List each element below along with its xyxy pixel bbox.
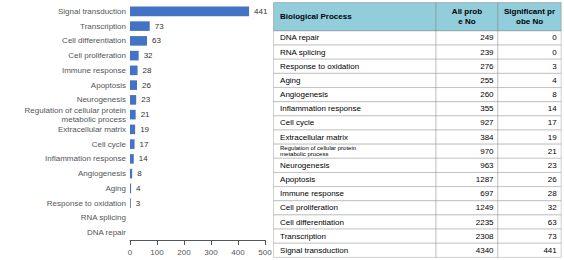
svg-text:73: 73: [155, 22, 164, 31]
svg-text:Transcription: Transcription: [280, 232, 326, 241]
svg-text:17: 17: [140, 140, 149, 149]
svg-text:Immune response: Immune response: [62, 66, 127, 75]
svg-text:4: 4: [552, 76, 557, 85]
svg-text:441: 441: [254, 7, 268, 16]
svg-text:100: 100: [150, 248, 164, 257]
svg-text:metabolic process: metabolic process: [280, 151, 328, 157]
svg-text:Regulation of cellular protein: Regulation of cellular protein: [280, 145, 356, 151]
svg-text:Inflammation response: Inflammation response: [280, 104, 361, 113]
svg-text:1287: 1287: [476, 175, 494, 184]
svg-text:0: 0: [128, 248, 133, 257]
svg-text:970: 970: [480, 147, 494, 156]
svg-text:obe No: obe No: [516, 17, 543, 26]
svg-text:Signal transduction: Signal transduction: [58, 7, 126, 16]
svg-text:DNA repair: DNA repair: [87, 228, 126, 237]
svg-text:3: 3: [136, 199, 141, 208]
svg-text:200: 200: [177, 248, 191, 257]
svg-text:21: 21: [141, 110, 150, 119]
svg-text:Cell differentiation: Cell differentiation: [62, 36, 126, 45]
svg-text:2308: 2308: [476, 232, 494, 241]
svg-text:Inflammation response: Inflammation response: [45, 154, 126, 163]
svg-text:Regulation of cellular protein: Regulation of cellular protein: [25, 106, 126, 115]
svg-text:Neurogenesis: Neurogenesis: [77, 95, 126, 104]
svg-text:0: 0: [552, 48, 557, 57]
svg-text:Response to oxidation: Response to oxidation: [280, 62, 359, 71]
svg-text:697: 697: [480, 189, 494, 198]
svg-text:Cell cycle: Cell cycle: [280, 118, 315, 127]
svg-text:1249: 1249: [476, 203, 494, 212]
svg-text:260: 260: [480, 90, 494, 99]
svg-text:Aging: Aging: [106, 184, 126, 193]
svg-text:e No: e No: [458, 17, 475, 26]
svg-text:26: 26: [548, 175, 557, 184]
svg-text:14: 14: [548, 104, 557, 113]
svg-text:Significant pr: Significant pr: [504, 7, 555, 16]
svg-text:276: 276: [480, 62, 494, 71]
svg-text:Cell cycle: Cell cycle: [92, 140, 127, 149]
svg-text:63: 63: [548, 218, 557, 227]
svg-text:3: 3: [552, 62, 557, 71]
svg-text:metabolic process: metabolic process: [62, 115, 126, 124]
svg-text:Signal transduction: Signal transduction: [280, 246, 348, 255]
svg-text:Angiogenesis: Angiogenesis: [280, 90, 328, 99]
svg-text:Cell proliferation: Cell proliferation: [280, 203, 338, 212]
svg-text:14: 14: [139, 154, 148, 163]
svg-text:400: 400: [231, 248, 245, 257]
svg-text:384: 384: [480, 133, 494, 142]
svg-text:RNA splicing: RNA splicing: [280, 48, 325, 57]
svg-text:23: 23: [548, 161, 557, 170]
svg-text:23: 23: [141, 95, 150, 104]
svg-text:Immune response: Immune response: [280, 189, 345, 198]
svg-text:0: 0: [552, 33, 557, 42]
svg-text:73: 73: [548, 232, 557, 241]
svg-text:355: 355: [480, 104, 494, 113]
svg-text:Response to oxidation: Response to oxidation: [47, 199, 126, 208]
svg-text:4: 4: [136, 184, 141, 193]
svg-text:Aging: Aging: [280, 76, 300, 85]
svg-text:26: 26: [142, 81, 151, 90]
svg-text:17: 17: [548, 118, 557, 127]
svg-text:21: 21: [548, 147, 557, 156]
svg-text:All prob: All prob: [452, 7, 482, 16]
svg-text:32: 32: [144, 51, 153, 60]
svg-text:249: 249: [480, 33, 494, 42]
svg-text:Cell proliferation: Cell proliferation: [68, 51, 126, 60]
svg-text:8: 8: [137, 169, 142, 178]
svg-text:927: 927: [480, 118, 494, 127]
svg-text:441: 441: [543, 246, 557, 255]
svg-text:Cell differentiation: Cell differentiation: [280, 218, 344, 227]
svg-text:Angiogenesis: Angiogenesis: [78, 169, 126, 178]
svg-text:963: 963: [480, 161, 494, 170]
svg-text:Extracellular matrix: Extracellular matrix: [58, 125, 126, 134]
svg-text:19: 19: [140, 125, 149, 134]
svg-text:RNA splicing: RNA splicing: [81, 213, 126, 222]
svg-text:Extracellular matrix: Extracellular matrix: [280, 133, 348, 142]
svg-text:32: 32: [548, 203, 557, 212]
svg-text:300: 300: [204, 248, 218, 257]
svg-text:2235: 2235: [476, 218, 494, 227]
svg-text:63: 63: [152, 36, 161, 45]
svg-text:Biological Process: Biological Process: [280, 12, 352, 21]
svg-text:DNA repair: DNA repair: [280, 33, 319, 42]
svg-text:500: 500: [258, 248, 272, 257]
svg-text:28: 28: [143, 66, 152, 75]
svg-text:8: 8: [552, 90, 557, 99]
svg-text:4340: 4340: [476, 246, 494, 255]
svg-text:19: 19: [548, 133, 557, 142]
svg-text:Neurogenesis: Neurogenesis: [280, 161, 329, 170]
svg-text:239: 239: [480, 48, 494, 57]
svg-text:Transcription: Transcription: [80, 22, 126, 31]
svg-text:Apoptosis: Apoptosis: [91, 81, 126, 90]
svg-text:Apoptosis: Apoptosis: [280, 175, 315, 184]
svg-text:255: 255: [480, 76, 494, 85]
svg-text:28: 28: [548, 189, 557, 198]
